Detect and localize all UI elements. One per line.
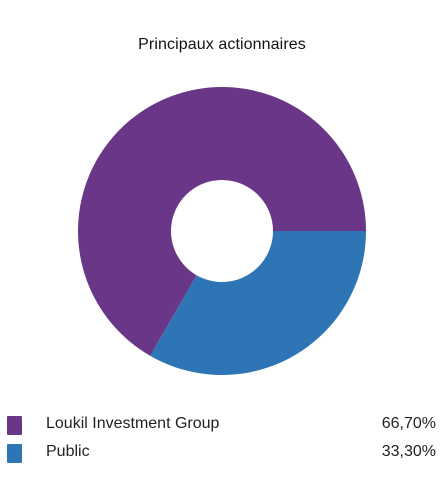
legend-item-public[interactable]: Public 33,30% bbox=[0, 440, 444, 468]
legend-value: 66,70% bbox=[381, 415, 436, 432]
slice-public[interactable] bbox=[150, 231, 366, 376]
legend-item-loukil-investment-group[interactable]: Loukil Investment Group 66,70% bbox=[0, 412, 444, 440]
legend-label: Public bbox=[46, 443, 90, 460]
legend-swatch bbox=[7, 416, 22, 435]
legend-value: 33,30% bbox=[381, 443, 436, 460]
slice-loukil-investment-group[interactable] bbox=[78, 87, 367, 356]
chart-title: Principaux actionnaires bbox=[138, 36, 306, 53]
legend-swatch bbox=[7, 444, 22, 463]
donut-chart bbox=[78, 87, 367, 376]
legend-label: Loukil Investment Group bbox=[46, 415, 220, 432]
legend: Loukil Investment Group 66,70% Public 33… bbox=[0, 412, 444, 468]
